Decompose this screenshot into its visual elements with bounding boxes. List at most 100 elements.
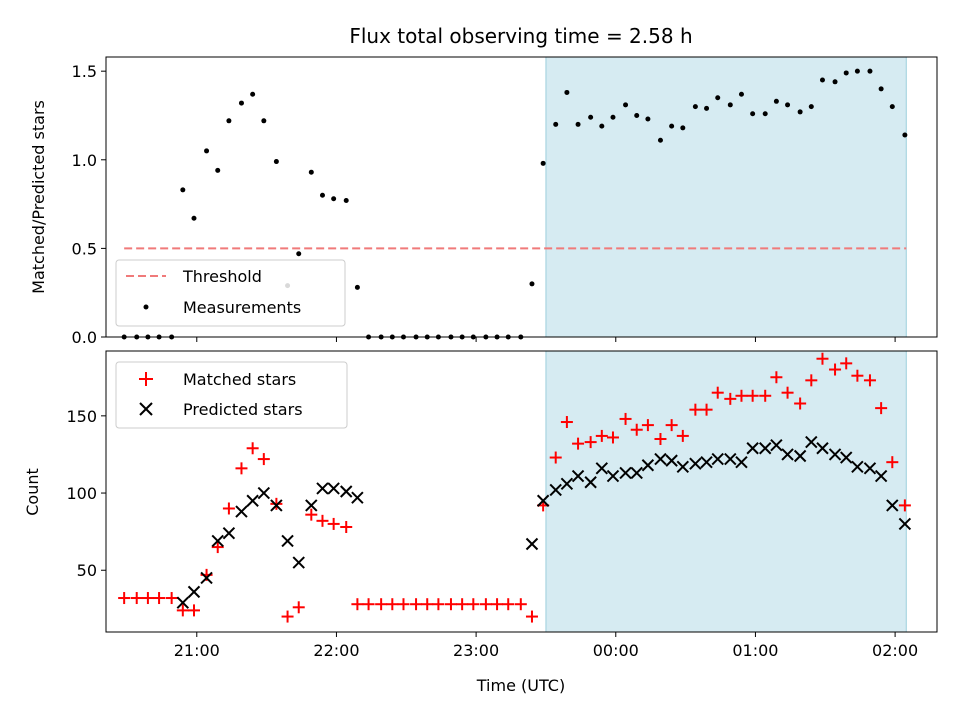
- measurement-point: [680, 125, 686, 131]
- matched-star-point: [118, 592, 131, 605]
- matched-star-point: [898, 499, 911, 512]
- matched-star-point: [432, 598, 445, 611]
- predicted-star-point: [641, 459, 655, 472]
- y-tick-label: 50: [77, 561, 97, 580]
- predicted-star-point: [235, 505, 248, 518]
- matched-star-point: [257, 453, 270, 466]
- matched-legend-label: Matched stars: [183, 370, 296, 389]
- measurement-point: [750, 111, 756, 117]
- matched-star-point: [502, 598, 515, 611]
- predicted-star-point: [595, 462, 609, 475]
- ratio-x-ticks: [196, 337, 896, 342]
- measurements-legend-label: Measurements: [183, 298, 301, 317]
- measurement-point: [354, 284, 360, 290]
- measurement-point: [854, 68, 860, 74]
- measurement-point: [692, 104, 698, 110]
- y-tick-label: 0.0: [72, 328, 97, 347]
- predicted-star-point: [584, 476, 597, 489]
- measurement-point: [727, 102, 733, 108]
- predicted-star-point: [793, 449, 807, 463]
- predicted-star-point: [781, 448, 794, 461]
- measurement-point: [529, 281, 535, 287]
- measurement-point: [319, 192, 325, 198]
- matched-star-point: [141, 592, 154, 605]
- matched-star-point: [665, 419, 678, 432]
- ratio-y-axis-label: Matched/Predicted stars: [29, 100, 48, 294]
- matched-star-point: [292, 601, 305, 614]
- measurements-legend-swatch: [143, 304, 149, 310]
- predicted-star-point: [327, 482, 340, 495]
- matched-star-point: [351, 598, 364, 611]
- predicted-star-point: [187, 585, 201, 599]
- measurement-point: [843, 70, 849, 76]
- ratio-panel: 0.0 0.5 1.0 1.5 Flux total observing time =…: [29, 24, 938, 347]
- matched-star-point: [770, 371, 783, 384]
- predicted-star-point: [281, 534, 294, 548]
- matched-star-point: [851, 369, 864, 382]
- matched-star-point: [560, 416, 573, 429]
- matched-star-point: [491, 598, 504, 611]
- measurement-point: [878, 86, 884, 92]
- matched-star-point: [875, 402, 888, 415]
- matched-star-point: [549, 451, 562, 464]
- measurement-point: [215, 167, 221, 173]
- y-tick-label: 100: [66, 484, 97, 503]
- predicted-star-point: [619, 466, 632, 480]
- predicted-star-point: [292, 556, 305, 569]
- measurement-point: [553, 121, 559, 127]
- matched-star-point: [805, 374, 818, 387]
- count-panel: 21:00 22:00 23:00 00:00 01:00 02:00 50100150 …: [23, 350, 938, 695]
- ratio-observing-window: [545, 56, 907, 338]
- ratio-y-ticks: 0.0 0.5 1.0 1.5: [72, 62, 106, 347]
- predicted-star-point: [851, 460, 864, 474]
- observing-window-band: [545, 56, 907, 338]
- matched-star-point: [595, 429, 608, 442]
- x-tick-label: 22:00: [313, 641, 359, 660]
- matched-star-point: [362, 598, 375, 611]
- predicted-star-point: [176, 596, 190, 609]
- measurement-point: [261, 118, 267, 124]
- measurement-point: [669, 123, 675, 129]
- x-axis-label: Time (UTC): [476, 676, 565, 695]
- measurement-point: [715, 95, 721, 101]
- matched-star-point: [479, 598, 492, 611]
- measurement-point: [564, 89, 570, 95]
- ratio-measurement-points: [121, 68, 908, 340]
- predicted-star-point: [689, 457, 702, 470]
- matched-star-point: [444, 598, 457, 611]
- measurement-point: [634, 112, 640, 118]
- y-tick-label: 150: [66, 407, 97, 426]
- measurement-point: [331, 196, 337, 202]
- measurement-point: [180, 187, 186, 193]
- measurement-point: [797, 109, 803, 115]
- predicted-star-point: [549, 483, 562, 497]
- predicted-star-point: [211, 534, 224, 548]
- measurement-point: [819, 77, 825, 83]
- measurement-point: [657, 137, 663, 143]
- measurement-point: [308, 169, 314, 175]
- matched-star-point: [467, 598, 480, 611]
- ratio-axes-frame: [105, 56, 938, 338]
- predicted-star-point: [606, 469, 620, 483]
- measurement-point: [785, 102, 791, 108]
- measurement-point: [773, 98, 779, 104]
- count-y-ticks: 50 100 150: [66, 407, 106, 580]
- predicted-star-point: [863, 462, 877, 475]
- measurement-point: [808, 104, 814, 110]
- matched-star-point: [840, 357, 853, 370]
- x-tick-label: 21:00: [174, 641, 220, 660]
- matched-star-point: [386, 598, 399, 611]
- matched-star-point: [606, 431, 619, 444]
- matched-star-point: [630, 423, 643, 436]
- predicted-star-point: [665, 454, 678, 467]
- measurement-point: [704, 105, 710, 111]
- count-axes-frame: [105, 350, 938, 633]
- matched-star-point: [246, 442, 259, 455]
- matched-star-point: [456, 598, 469, 611]
- threshold-legend-label: Threshold: [182, 267, 262, 286]
- matched-star-point: [816, 352, 829, 365]
- predicted-star-point: [724, 452, 737, 466]
- x-tick-label: 01:00: [732, 641, 778, 660]
- count-x-ticks: 21:00 22:00 23:00 00:00 01:00 02:00: [174, 632, 918, 660]
- predicted-star-point: [525, 537, 539, 551]
